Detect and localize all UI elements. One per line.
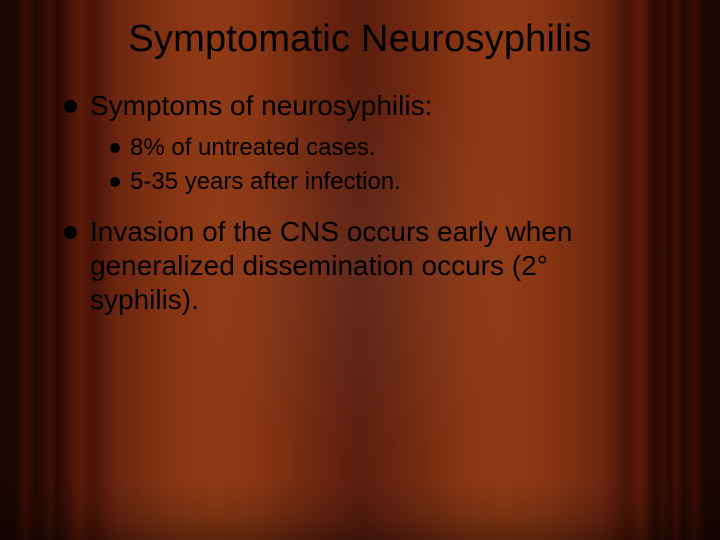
slide: Symptomatic Neurosyphilis Symptoms of ne… [0, 0, 720, 540]
list-item: Symptoms of neurosyphilis: 8% of untreat… [64, 89, 656, 197]
list-item: 5-35 years after infection. [110, 167, 656, 197]
bullet-text: 8% of untreated cases. [130, 134, 375, 161]
bullet-text: 5-35 years after infection. [130, 168, 401, 195]
list-item: Invasion of the CNS occurs early when ge… [64, 215, 656, 317]
bullet-list: Symptoms of neurosyphilis: 8% of untreat… [64, 89, 656, 318]
bullet-text: Symptoms of neurosyphilis: [90, 90, 432, 121]
bullet-text: Invasion of the CNS occurs early when ge… [90, 216, 572, 315]
list-item: 8% of untreated cases. [110, 133, 656, 163]
slide-content: Symptomatic Neurosyphilis Symptoms of ne… [64, 18, 656, 336]
slide-title: Symptomatic Neurosyphilis [64, 18, 656, 61]
sub-bullet-list: 8% of untreated cases. 5-35 years after … [110, 133, 656, 197]
